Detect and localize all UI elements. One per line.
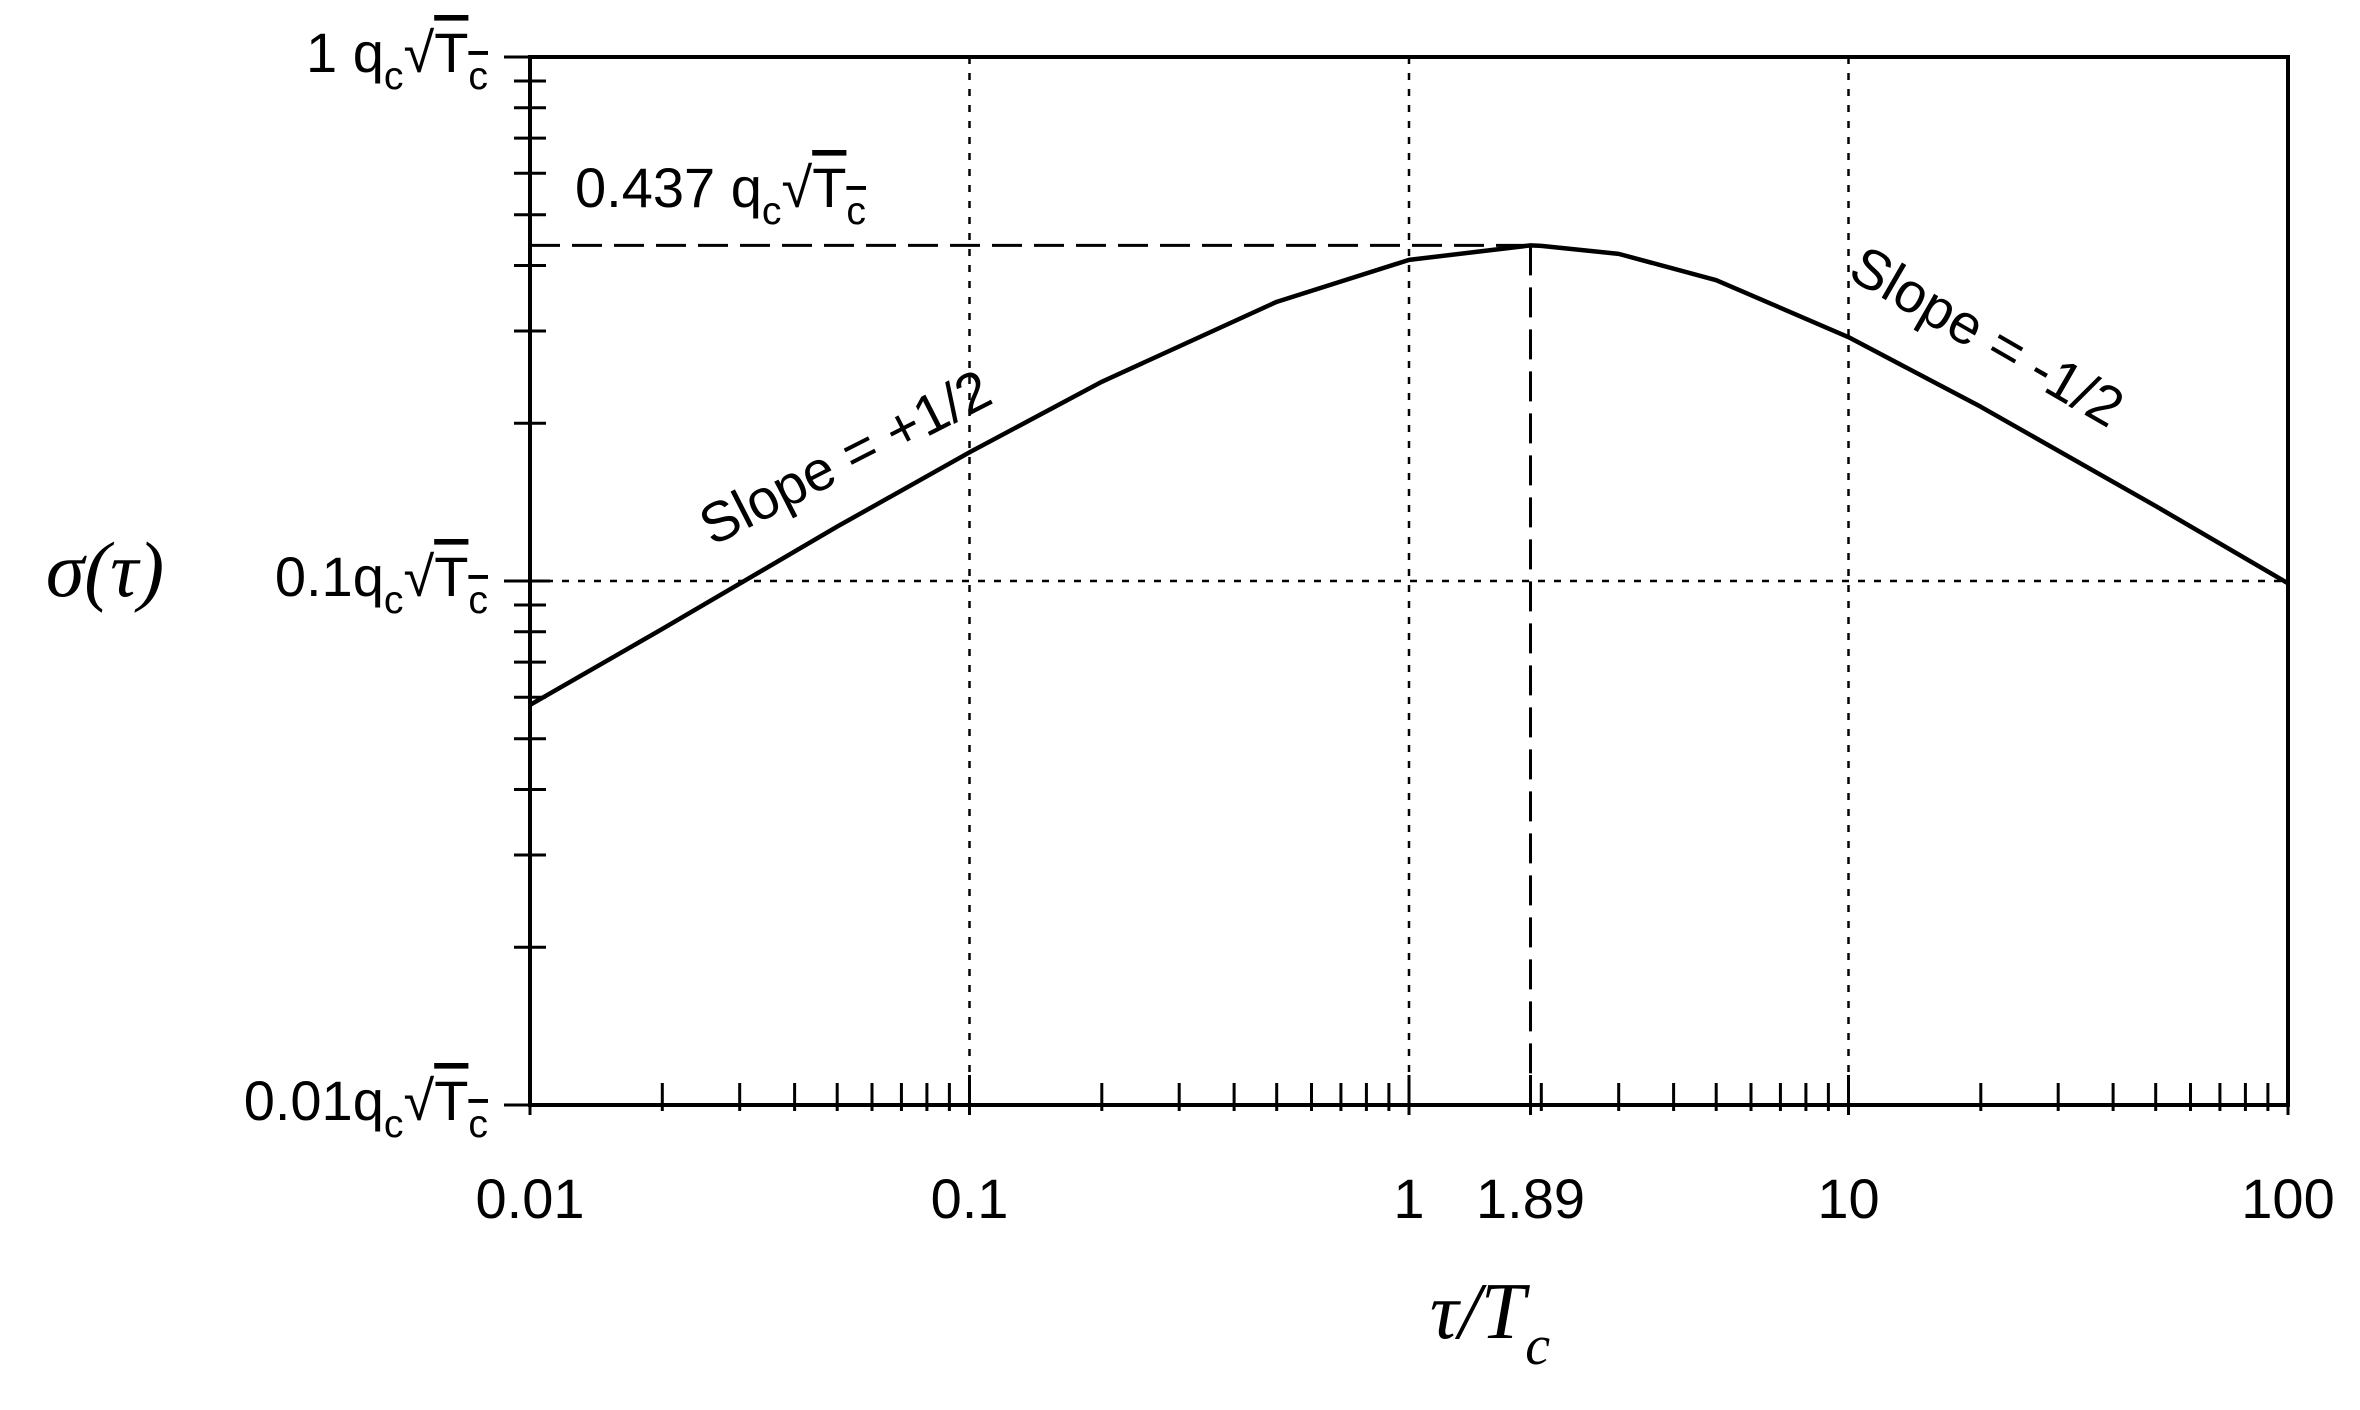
- y-tick-label: 1 qc√Tc: [306, 21, 488, 98]
- slope-annotation: Slope = +1/2: [689, 357, 1001, 557]
- x-tick-label: 0.01: [476, 1167, 585, 1230]
- x-tick-label: 1: [1393, 1167, 1424, 1230]
- x-tick-label: 1.89: [1476, 1167, 1585, 1230]
- y-tick-label: 0.01qc√Tc: [244, 1069, 488, 1146]
- x-tick-label: 0.1: [931, 1167, 1009, 1230]
- y-tick-label: 0.1qc√Tc: [275, 545, 488, 622]
- x-axis-label: τ/Tc: [1430, 1268, 1550, 1377]
- x-tick-label: 10: [1817, 1167, 1879, 1230]
- y-axis-label: σ(τ): [46, 526, 164, 613]
- x-tick-label: 100: [2241, 1167, 2334, 1230]
- reference-label: 0.437 qc√Tc: [575, 156, 866, 233]
- data-line: [528, 243, 2290, 707]
